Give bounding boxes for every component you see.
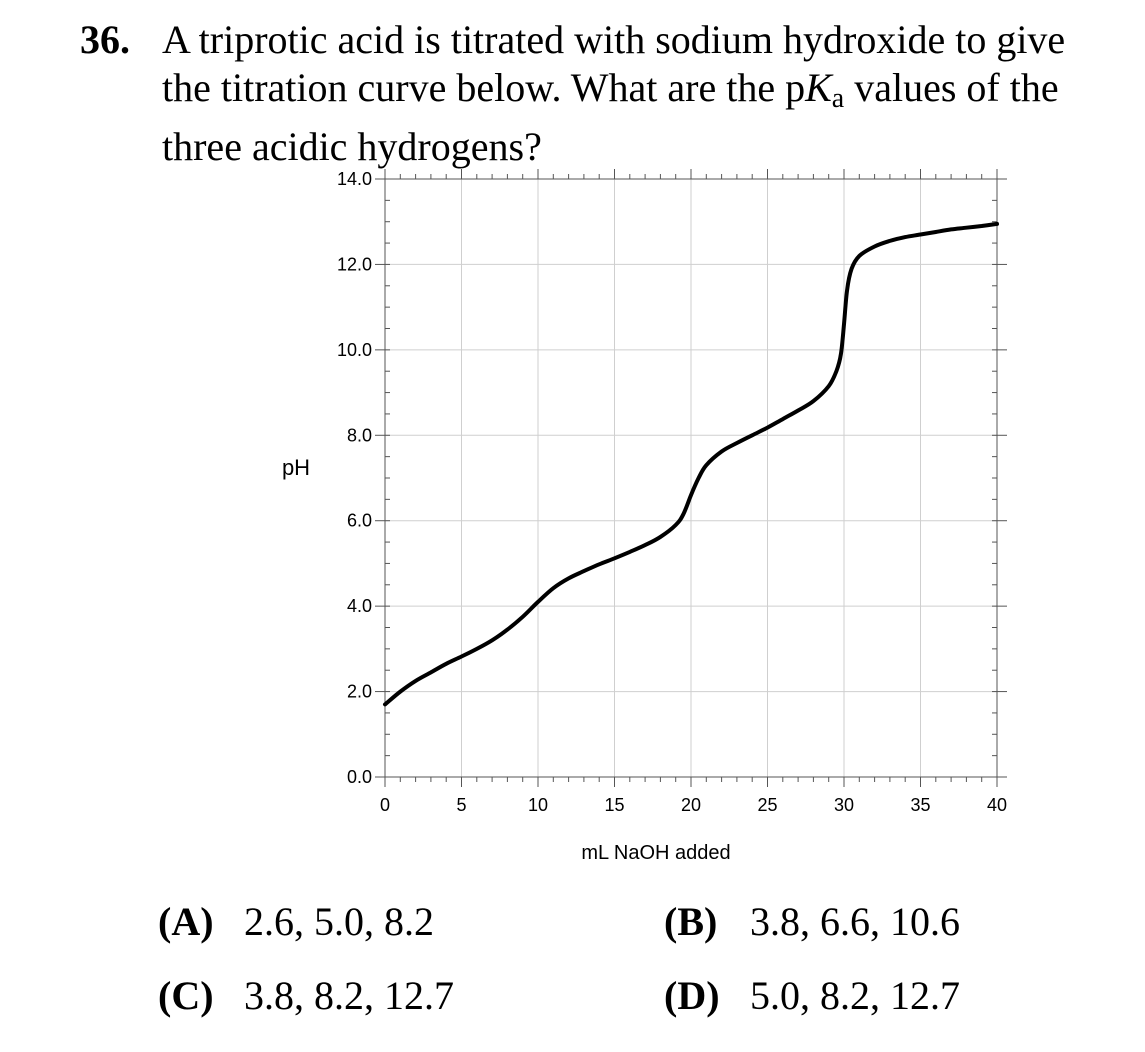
choice-a[interactable]: (A) 2.6, 5.0, 8.2 [158, 898, 434, 945]
x-axis-label: mL NaOH added [581, 842, 730, 864]
choice-a-text: 2.6, 5.0, 8.2 [244, 899, 434, 944]
choice-a-letter: (A) [158, 899, 214, 944]
y-tick-label: 0.0 [347, 767, 372, 787]
y-tick-label: 2.0 [347, 682, 372, 702]
x-tick-label: 25 [757, 795, 777, 815]
choice-b-text: 3.8, 6.6, 10.6 [750, 899, 960, 944]
choice-d-letter: (D) [664, 973, 720, 1018]
choice-d[interactable]: (D) 5.0, 8.2, 12.7 [664, 972, 960, 1019]
ka-subscript: a [831, 83, 845, 114]
question-text-after: values of the three acidic hydrogens? [162, 65, 1059, 169]
x-tick-label: 10 [528, 795, 548, 815]
plot-frame [384, 178, 998, 778]
x-tick-labels: 0 5 10 15 20 25 30 35 40 [380, 795, 1007, 815]
y-tick-label: 4.0 [347, 596, 372, 616]
question-text: A triprotic acid is titrated with sodium… [162, 16, 1122, 171]
titration-curve [383, 221, 999, 707]
ka-symbol: K [805, 65, 832, 110]
choice-c-text: 3.8, 8.2, 12.7 [244, 973, 454, 1018]
choice-d-text: 5.0, 8.2, 12.7 [750, 973, 960, 1018]
choice-b-letter: (B) [664, 899, 718, 944]
y-tick-labels: 0.0 2.0 4.0 6.0 8.0 10.0 12.0 14.0 [337, 169, 372, 787]
x-tick-label: 5 [456, 795, 466, 815]
y-tick-label: 8.0 [347, 425, 372, 445]
chart-ticks [375, 169, 1007, 787]
x-tick-label: 30 [834, 795, 854, 815]
x-tick-label: 0 [380, 795, 390, 815]
choice-c-letter: (C) [158, 973, 214, 1018]
y-tick-label: 12.0 [337, 254, 372, 274]
y-tick-label: 10.0 [337, 340, 372, 360]
y-tick-label: 14.0 [337, 169, 372, 189]
x-tick-label: 20 [681, 795, 701, 815]
question-text-before: A triprotic acid is titrated with sodium… [162, 17, 1066, 110]
x-tick-label: 35 [910, 795, 930, 815]
choice-b[interactable]: (B) 3.8, 6.6, 10.6 [664, 898, 960, 945]
y-axis-label: pH [282, 455, 310, 480]
x-tick-label: 40 [987, 795, 1007, 815]
choice-c[interactable]: (C) 3.8, 8.2, 12.7 [158, 972, 454, 1019]
chart-grid [384, 178, 998, 778]
y-tick-label: 6.0 [347, 511, 372, 531]
question-number: 36. [80, 17, 130, 62]
x-tick-label: 15 [604, 795, 624, 815]
